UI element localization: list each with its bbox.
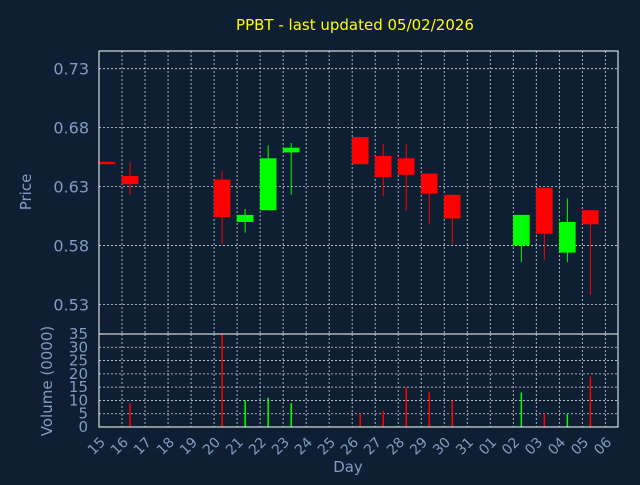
volume-bar <box>543 413 546 427</box>
volume-tick-label: 30 <box>69 338 88 356</box>
volume-bar <box>428 392 431 427</box>
volume-bar <box>405 387 408 427</box>
candle-body <box>282 147 300 153</box>
price-axis-label: Price <box>17 174 35 211</box>
volume-bar <box>290 403 292 427</box>
frame-layer <box>98 50 619 428</box>
mark-layer <box>98 137 599 427</box>
candle-body <box>374 155 392 178</box>
chart-title: PPBT - last updated 05/02/2026 <box>236 16 474 34</box>
volume-tick-label: 20 <box>69 365 88 383</box>
volume-tick-label: 10 <box>69 391 88 409</box>
volume-bar <box>520 392 523 427</box>
price-tick-label: 0.58 <box>53 237 89 256</box>
volume-bar <box>129 403 131 427</box>
candle-body <box>351 137 369 165</box>
volume-bar <box>267 397 269 427</box>
volume-bar <box>359 413 361 427</box>
volume-tick-label: 25 <box>69 352 88 370</box>
volume-bar <box>589 376 592 427</box>
volume-panel-frame <box>98 333 619 428</box>
volume-tick-label: 0 <box>78 418 88 436</box>
volume-bar <box>566 413 569 427</box>
candle-body <box>121 175 139 185</box>
candle-body <box>213 179 231 218</box>
volume-tick-label: 15 <box>69 378 88 396</box>
candle-body <box>559 221 576 253</box>
tick-layer: 15 16 17 18 19 20 21 22 23 24 25 26 27 28 29 30 31 01 02 03… <box>53 60 615 459</box>
price-tick-label: 0.63 <box>53 178 89 197</box>
price-tick-label: 0.68 <box>53 119 89 138</box>
grid-layer <box>99 51 618 427</box>
candle-body <box>444 194 461 219</box>
volume-bar <box>221 334 223 427</box>
candle-body <box>536 187 553 234</box>
price-tick-label: 0.53 <box>53 296 89 315</box>
volume-tick-label: 5 <box>78 405 88 423</box>
volume-tick-label: 35 <box>69 325 88 343</box>
candle-body <box>98 161 116 165</box>
candle-body <box>259 158 277 211</box>
price-tick-label: 0.73 <box>53 60 89 79</box>
candle-body <box>397 158 415 175</box>
volume-axis-label: Volume (0000) <box>38 326 56 436</box>
candle-body <box>582 210 599 225</box>
volume-bar <box>451 400 454 427</box>
candle-body <box>236 214 254 222</box>
volume-bar <box>382 411 384 427</box>
candle-body <box>513 214 530 246</box>
day-axis-label: Day <box>333 458 363 476</box>
candle-body <box>420 173 438 194</box>
volume-bar <box>244 400 246 427</box>
